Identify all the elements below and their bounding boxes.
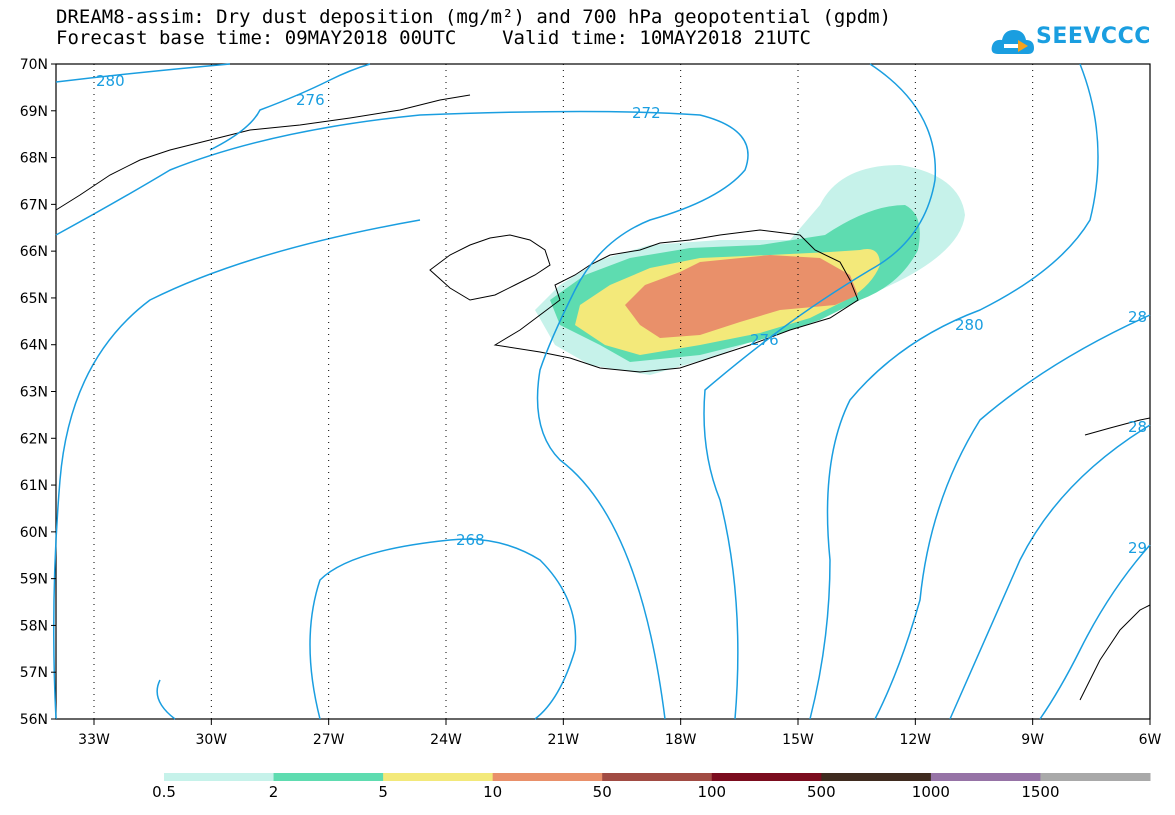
legend-label: 2 xyxy=(268,783,279,801)
lon-label: 24W xyxy=(430,732,462,748)
lon-label: 9W xyxy=(1021,732,1044,748)
contour-272 xyxy=(55,110,749,720)
latitude-axis: 70N 69N 68N 67N 66N 65N 64N 63N 62N 61N 60N 59N 58N 5… xyxy=(20,57,56,728)
legend-swatch xyxy=(164,773,275,781)
geopotential-contours xyxy=(53,63,1151,720)
lat-label: 70N xyxy=(20,57,48,73)
map-frame xyxy=(55,63,1151,720)
lat-label: 68N xyxy=(20,151,48,167)
contour-268-outer xyxy=(53,219,421,720)
contour-label: 28 xyxy=(1128,418,1147,436)
legend-colorbar xyxy=(164,773,1151,781)
contour-284 xyxy=(874,314,1151,720)
legend-swatch xyxy=(602,773,713,781)
lat-label: 63N xyxy=(20,385,48,401)
lon-label: 21W xyxy=(547,732,579,748)
lat-label: 61N xyxy=(20,478,48,494)
legend-swatch xyxy=(711,773,822,781)
lon-label: 27W xyxy=(313,732,345,748)
cloud-logo-icon xyxy=(991,30,1034,54)
legend-swatch xyxy=(1040,773,1151,781)
contour-label: 28 xyxy=(1128,308,1147,326)
lat-label: 65N xyxy=(20,291,48,307)
legend-swatch xyxy=(383,773,494,781)
iceland-coastline xyxy=(493,229,859,373)
scandinavia-coastline xyxy=(1084,417,1151,436)
lat-label: 60N xyxy=(20,525,48,541)
lat-label: 64N xyxy=(20,338,48,354)
lat-label: 67N xyxy=(20,197,48,213)
contour-label: 268 xyxy=(456,531,485,549)
scotland-coastline xyxy=(1079,604,1151,701)
dust-deposition-field xyxy=(535,165,965,375)
lat-label: 69N xyxy=(20,104,48,120)
lat-label: 66N xyxy=(20,244,48,260)
contour-280-se xyxy=(809,63,1099,720)
contour-label: 272 xyxy=(632,104,661,122)
coastlines xyxy=(55,94,1151,701)
legend-label: 50 xyxy=(592,783,612,801)
legend-label: 10 xyxy=(483,783,503,801)
lat-label: 62N xyxy=(20,431,48,447)
longitude-axis: 33W 30W 27W 24W 21W 18W 15W 12W 9W 6W xyxy=(78,719,1162,748)
legend-label: 1500 xyxy=(1021,783,1060,801)
legend-label: 5 xyxy=(378,783,388,801)
contour-label: 276 xyxy=(750,331,779,349)
contour-labels: 280 276 272 268 276 280 28 28 29 xyxy=(96,72,1147,557)
lat-label: 57N xyxy=(20,665,48,681)
dust-fill-10 xyxy=(625,255,858,338)
contour-280-nw xyxy=(55,63,231,83)
contour-label: 280 xyxy=(96,72,125,90)
contour-label: 276 xyxy=(296,91,325,109)
legend-swatch xyxy=(930,773,1041,781)
legend-label: 0.5 xyxy=(152,783,176,801)
iceland-westfjords xyxy=(429,234,551,301)
logo-text: SEEVCCC xyxy=(1036,24,1151,49)
lat-label: 56N xyxy=(20,712,48,728)
lon-label: 15W xyxy=(782,732,814,748)
contour-268-inner xyxy=(156,538,577,720)
legend-label: 500 xyxy=(807,783,836,801)
chart-subtitle: Forecast base time: 09MAY2018 00UTC Vali… xyxy=(56,27,811,49)
contour-label: 280 xyxy=(955,316,984,334)
contour-292 xyxy=(1039,544,1151,720)
lat-label: 58N xyxy=(20,618,48,634)
legend-label: 1000 xyxy=(911,783,950,801)
legend-swatch xyxy=(492,773,603,781)
greenland-coastline xyxy=(55,94,471,211)
legend-swatch xyxy=(273,773,384,781)
lon-label: 18W xyxy=(665,732,697,748)
lon-label: 30W xyxy=(195,732,227,748)
chart-title: DREAM8-assim: Dry dust deposition (mg/m²… xyxy=(56,6,892,28)
legend-label: 100 xyxy=(697,783,727,801)
legend-swatch xyxy=(821,773,932,781)
lon-label: 6W xyxy=(1139,732,1162,748)
lon-label: 12W xyxy=(899,732,931,748)
contour-label: 29 xyxy=(1128,539,1147,557)
lon-label: 33W xyxy=(78,732,110,748)
contour-276-nw xyxy=(209,63,371,151)
contour-276-se xyxy=(703,63,937,720)
lat-label: 59N xyxy=(20,572,48,588)
contour-288 xyxy=(949,424,1151,720)
